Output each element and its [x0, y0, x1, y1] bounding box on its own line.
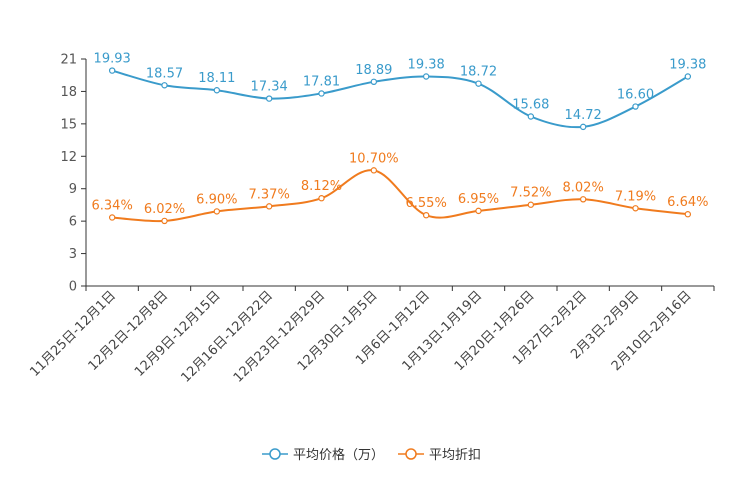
- data-point: [265, 203, 273, 210]
- legend-marker: [405, 448, 417, 460]
- data-point: [318, 90, 325, 97]
- legend-label: 平均折扣: [429, 448, 481, 463]
- data-label: 19.38: [669, 58, 706, 73]
- data-point: [579, 196, 587, 203]
- y-tick-label: 12: [60, 150, 77, 165]
- data-label: 8.02%: [563, 180, 604, 195]
- chart-legend[interactable]: 平均价格（万） 平均折扣: [262, 447, 481, 463]
- y-tick-label: 6: [69, 215, 77, 230]
- data-label: 16.60: [617, 88, 654, 103]
- x-tick-label: 12月23日-12月29日: [231, 288, 328, 385]
- data-label: 15.68: [512, 98, 549, 113]
- data-label: 18.89: [355, 63, 392, 78]
- data-label: 18.11: [198, 71, 235, 86]
- data-point: [161, 217, 168, 225]
- series-2: 6.34% 6.02% 6.90% 7.37% 8.12% 10.70% 6.55% 6.95…: [92, 151, 708, 225]
- data-point: [265, 95, 273, 102]
- data-point: [318, 195, 325, 202]
- data-label: 8.12%: [301, 179, 342, 194]
- data-point: [370, 167, 378, 174]
- data-point: [370, 78, 378, 86]
- legend-marker: [269, 448, 281, 460]
- data-point: [632, 205, 639, 212]
- data-label: 6.64%: [667, 195, 708, 210]
- data-point: [213, 87, 221, 94]
- legend-item-2[interactable]: 平均折扣: [398, 448, 481, 463]
- data-label: 10.70%: [349, 151, 399, 166]
- data-label: 14.72: [565, 108, 602, 123]
- series-line: [111, 69, 689, 129]
- x-tick-label: 12月16日-12月22日: [179, 288, 276, 385]
- y-tick-label: 18: [60, 85, 77, 100]
- data-label: 7.52%: [510, 186, 551, 201]
- y-tick-label: 3: [69, 247, 77, 262]
- legend-item-1[interactable]: 平均价格（万）: [262, 447, 384, 463]
- data-point: [684, 73, 692, 80]
- data-point: [579, 123, 587, 131]
- data-point: [527, 201, 535, 208]
- data-point: [475, 80, 482, 87]
- x-tick-label: 11月25日-12月1日: [27, 288, 119, 380]
- y-tick-label: 0: [69, 280, 77, 295]
- data-label: 7.19%: [615, 189, 656, 204]
- data-point: [422, 73, 430, 80]
- data-label: 6.34%: [92, 198, 133, 213]
- data-label: 6.95%: [458, 192, 499, 207]
- data-label: 7.37%: [249, 187, 290, 202]
- data-label: 19.38: [408, 58, 445, 73]
- data-point: [108, 214, 116, 221]
- data-label: 6.90%: [196, 192, 237, 207]
- data-label: 6.02%: [144, 202, 185, 217]
- data-label: 17.34: [251, 80, 288, 95]
- legend-label: 平均价格（万）: [293, 447, 384, 463]
- data-label: 6.55%: [406, 196, 447, 211]
- data-label: 18.57: [146, 66, 183, 81]
- data-point: [161, 82, 168, 89]
- y-tick-label: 9: [69, 182, 77, 197]
- y-tick-label: 15: [60, 117, 77, 132]
- data-point: [527, 113, 535, 120]
- data-point: [108, 67, 116, 74]
- data-point: [475, 207, 482, 215]
- data-point: [632, 103, 639, 110]
- data-point: [684, 211, 692, 218]
- data-point: [422, 211, 430, 219]
- data-label: 18.72: [460, 65, 497, 80]
- data-label: 19.93: [94, 52, 131, 67]
- data-point: [213, 208, 221, 215]
- series-1: 19.93 18.57 18.11 17.34 17.81 18.89 19.38 18.72…: [94, 52, 706, 131]
- series-layer: 19.93 18.57 18.11 17.34 17.81 18.89 19.38 18.72…: [92, 52, 708, 225]
- data-label: 17.81: [303, 74, 340, 89]
- y-tick-label: 21: [60, 53, 77, 68]
